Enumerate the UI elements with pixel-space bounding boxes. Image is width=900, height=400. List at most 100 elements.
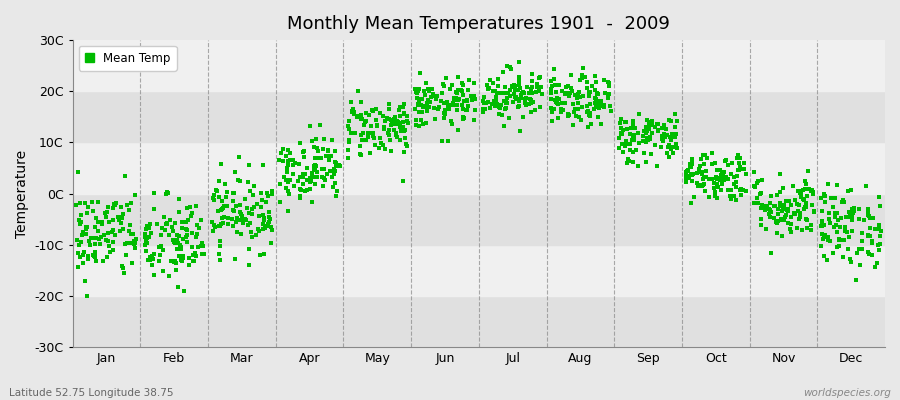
Point [772, 203, 787, 209]
Point [166, 228, 180, 234]
Point [196, 242, 211, 249]
Point [656, 138, 670, 144]
Point [87, 240, 102, 247]
Point [310, 169, 325, 176]
Point [781, 208, 796, 214]
Point [615, 141, 629, 147]
Point [727, 193, 742, 199]
Point [361, 131, 375, 138]
Point [231, 177, 246, 183]
Point [604, 108, 618, 114]
Point [392, 137, 407, 143]
Point [111, 214, 125, 220]
Point [319, 153, 333, 160]
Point [188, 202, 202, 209]
Point [715, 172, 729, 179]
Point [428, 95, 443, 102]
Point [580, 103, 595, 110]
Point [576, 65, 590, 72]
Point [388, 114, 402, 120]
Point [316, 146, 330, 152]
Point [306, 166, 320, 173]
Point [170, 240, 184, 246]
Point [446, 101, 460, 108]
Point [694, 156, 708, 162]
Point [212, 208, 226, 214]
Point [499, 90, 513, 96]
Point [100, 254, 114, 261]
Point [845, 216, 859, 223]
Point [508, 94, 523, 100]
Point [229, 219, 243, 225]
Point [788, 196, 803, 203]
Point [525, 78, 539, 84]
Point [860, 233, 875, 239]
Point [124, 200, 139, 206]
Bar [73, 91, 885, 142]
Point [869, 260, 884, 266]
Point [657, 131, 671, 138]
Point [770, 220, 784, 226]
Point [851, 206, 866, 212]
Point [836, 253, 850, 260]
Point [328, 165, 342, 172]
Point [255, 197, 269, 204]
Point [215, 198, 230, 204]
Point [71, 264, 86, 270]
Point [873, 241, 887, 247]
Point [853, 262, 868, 268]
Point [160, 221, 175, 228]
Point [817, 232, 832, 238]
Point [307, 144, 321, 150]
Point [120, 202, 134, 208]
Point [700, 155, 715, 161]
Point [476, 106, 491, 112]
Point [328, 158, 343, 165]
Point [226, 223, 240, 230]
Point [373, 134, 387, 141]
Point [491, 76, 505, 82]
Point [207, 197, 221, 203]
Point [729, 196, 743, 203]
Point [716, 176, 731, 183]
Point [793, 210, 807, 216]
Point [814, 220, 829, 226]
Point [500, 94, 515, 101]
Point [261, 220, 275, 227]
Point [416, 103, 430, 110]
Point [163, 217, 177, 223]
Point [739, 188, 753, 194]
Point [328, 193, 343, 199]
Point [818, 199, 832, 206]
Point [822, 210, 836, 216]
Point [626, 118, 640, 124]
Point [161, 272, 176, 279]
Point [264, 240, 278, 246]
Point [480, 82, 494, 88]
Point [179, 239, 194, 245]
Point [73, 253, 87, 260]
Point [414, 102, 428, 108]
Point [509, 96, 524, 103]
Point [842, 234, 857, 240]
Point [569, 112, 583, 119]
Point [660, 150, 674, 156]
Point [259, 190, 274, 196]
Point [590, 90, 604, 97]
Point [292, 161, 307, 167]
Point [330, 162, 345, 168]
Point [764, 193, 778, 200]
Point [852, 246, 867, 252]
Point [767, 203, 781, 210]
Point [384, 121, 399, 128]
Point [328, 161, 343, 168]
Point [614, 130, 628, 136]
Point [383, 116, 398, 123]
Point [86, 207, 101, 214]
Point [98, 210, 112, 216]
Point [369, 105, 383, 112]
Point [171, 232, 185, 239]
Point [456, 106, 471, 112]
Point [709, 176, 724, 182]
Point [233, 209, 248, 216]
